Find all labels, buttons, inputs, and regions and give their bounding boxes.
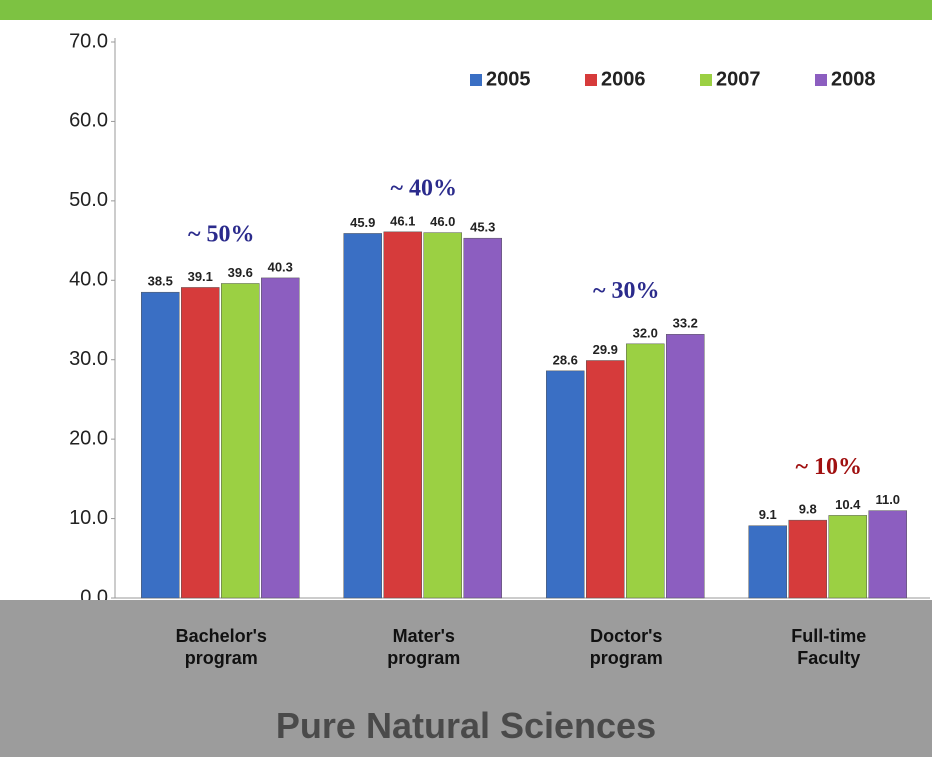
top-bar	[0, 0, 932, 20]
value-label: 45.3	[470, 220, 495, 235]
x-tick-label: Bachelor's program	[175, 626, 267, 668]
value-label: 29.9	[593, 342, 618, 357]
value-label: 46.1	[390, 213, 415, 228]
bar	[221, 283, 260, 599]
chart-title: Pure Natural Sciences	[275, 705, 657, 746]
annotation: ~ 30%	[593, 278, 659, 304]
bar	[828, 515, 867, 599]
value-label: 32.0	[633, 325, 658, 340]
y-tick-label: 60.0	[69, 110, 108, 132]
bar	[748, 525, 787, 599]
value-label: 40.3	[268, 259, 293, 274]
bar	[788, 519, 827, 599]
bar	[626, 343, 665, 599]
value-label: 9.8	[799, 502, 817, 517]
value-label: 9.1	[759, 507, 777, 522]
legend-label: 2007	[716, 68, 761, 90]
annotation: ~ 10%	[796, 454, 862, 480]
y-tick-label: 10.0	[69, 507, 108, 529]
y-tick-label: 30.0	[69, 348, 108, 370]
y-tick-label: 0.0	[80, 586, 108, 600]
chart: 0.0 10.0 20.0 30.0 40.0 50.0 60.0 70.0 2005 2006 2…	[69, 30, 930, 600]
legend-swatch	[470, 74, 482, 86]
value-label: 33.2	[673, 316, 698, 331]
annotation: ~ 50%	[188, 221, 254, 247]
bar	[343, 233, 382, 599]
legend-label: 2006	[601, 68, 646, 90]
y-tick-label: 70.0	[69, 30, 108, 52]
value-label: 10.4	[835, 497, 861, 512]
y-tick-label: 20.0	[69, 427, 108, 449]
legend-label: 2005	[486, 68, 531, 90]
x-tick-label: Full-time Faculty	[791, 626, 867, 668]
legend-swatch	[700, 74, 712, 86]
bar	[141, 291, 180, 599]
bar	[383, 231, 422, 599]
bar	[546, 370, 585, 599]
x-tick-label: Mater's program	[387, 626, 461, 668]
bar	[423, 232, 462, 599]
bar	[261, 277, 300, 599]
bar	[666, 334, 705, 599]
annotation: ~ 40%	[391, 175, 457, 201]
category-band	[0, 600, 932, 757]
bar	[868, 510, 907, 599]
bar	[586, 360, 625, 599]
y-tick-label: 40.0	[69, 269, 108, 291]
legend-swatch	[585, 74, 597, 86]
value-label: 46.0	[430, 214, 455, 229]
value-label: 38.5	[148, 274, 173, 289]
legend-label: 2008	[831, 68, 876, 90]
x-tick-label: Doctor's program	[589, 626, 663, 668]
value-label: 28.6	[553, 352, 578, 367]
value-label: 11.0	[875, 492, 900, 507]
bar	[181, 287, 220, 599]
value-label: 39.6	[228, 265, 253, 280]
y-tick-label: 50.0	[69, 189, 108, 211]
value-label: 45.9	[350, 215, 375, 230]
value-label: 39.1	[188, 269, 213, 284]
bar	[463, 237, 502, 599]
legend-swatch	[815, 74, 827, 86]
